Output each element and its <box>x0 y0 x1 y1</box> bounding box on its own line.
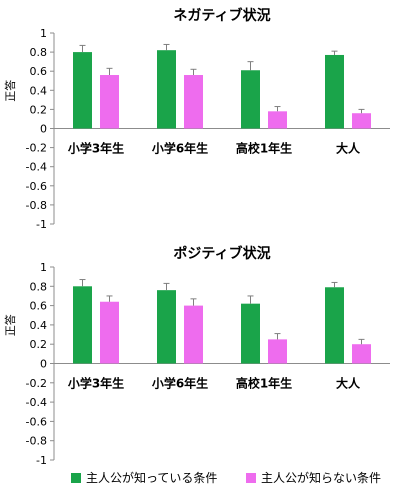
category-label: 高校1年生 <box>236 141 292 156</box>
category-label: 小学6年生 <box>152 376 208 391</box>
y-tick-label: -0.2 <box>26 377 47 390</box>
legend-swatch-known <box>71 473 81 483</box>
bar <box>241 303 260 364</box>
legend-label-known: 主人公が知っている条件 <box>86 470 217 485</box>
y-tick-label: 0 <box>40 123 47 136</box>
bar <box>241 70 260 129</box>
y-tick-label: -0.2 <box>26 142 47 155</box>
bar <box>325 54 344 129</box>
y-tick-label: -0.8 <box>26 199 47 212</box>
legend-label-unknown: 主人公が知らない条件 <box>261 470 381 485</box>
y-tick-label: 0 <box>40 358 47 371</box>
chart-title: ネガティブ状況 <box>173 7 270 24</box>
category-label: 大人 <box>336 141 361 156</box>
bar <box>100 75 119 129</box>
y-tick-label: 0.6 <box>30 65 48 78</box>
bar <box>268 339 287 364</box>
y-tick-label: 0.8 <box>30 280 48 293</box>
chart-title: ポジティブ状況 <box>173 245 270 262</box>
bar <box>352 113 371 129</box>
category-label: 小学6年生 <box>152 141 208 156</box>
y-tick-label: -0.8 <box>26 435 47 448</box>
bar <box>157 290 176 364</box>
category-label: 大人 <box>336 376 361 391</box>
bar <box>73 52 92 129</box>
bar <box>184 305 203 364</box>
y-tick-label: -0.6 <box>26 415 47 428</box>
bar <box>325 287 344 364</box>
y-tick-label: 1 <box>40 261 47 274</box>
y-tick-label: 0.4 <box>30 319 48 332</box>
y-axis-label: 正答 <box>3 80 17 102</box>
category-label: 小学3年生 <box>68 376 124 391</box>
bar <box>73 286 92 364</box>
legend: 主人公が知っている条件 主人公が知らない条件 <box>71 470 381 485</box>
y-tick-label: -0.4 <box>26 396 47 409</box>
y-tick-label: -1 <box>36 454 47 467</box>
y-tick-label: 1 <box>40 27 47 40</box>
y-tick-label: 0.2 <box>30 103 48 116</box>
y-axis-label: 正答 <box>3 314 17 336</box>
y-tick-label: 0.8 <box>30 46 48 59</box>
bar <box>157 50 176 129</box>
chart-positive: ポジティブ状況 1 0.8 0.6 0.4 0.2 0 -0.2 -0.4 -0.6 -0.8 -1 正… <box>3 245 390 467</box>
legend-swatch-unknown <box>246 473 256 483</box>
y-tick-label: -0.4 <box>26 161 47 174</box>
y-tick-label: 0.6 <box>30 300 48 313</box>
bar <box>100 301 119 364</box>
bar <box>268 111 287 129</box>
chart-negative: ネガティブ状況 1 0.8 0.6 0.4 0.2 0 -0.2 -0.4 -0.6 -0.8 -1 正… <box>3 7 390 231</box>
y-tick-label: -1 <box>36 218 47 231</box>
bar <box>352 344 371 364</box>
y-tick-label: 0.4 <box>30 84 48 97</box>
y-tick-label: 0.2 <box>30 338 48 351</box>
bar <box>184 75 203 129</box>
category-label: 高校1年生 <box>236 376 292 391</box>
category-label: 小学3年生 <box>68 141 124 156</box>
y-tick-label: -0.6 <box>26 180 47 193</box>
